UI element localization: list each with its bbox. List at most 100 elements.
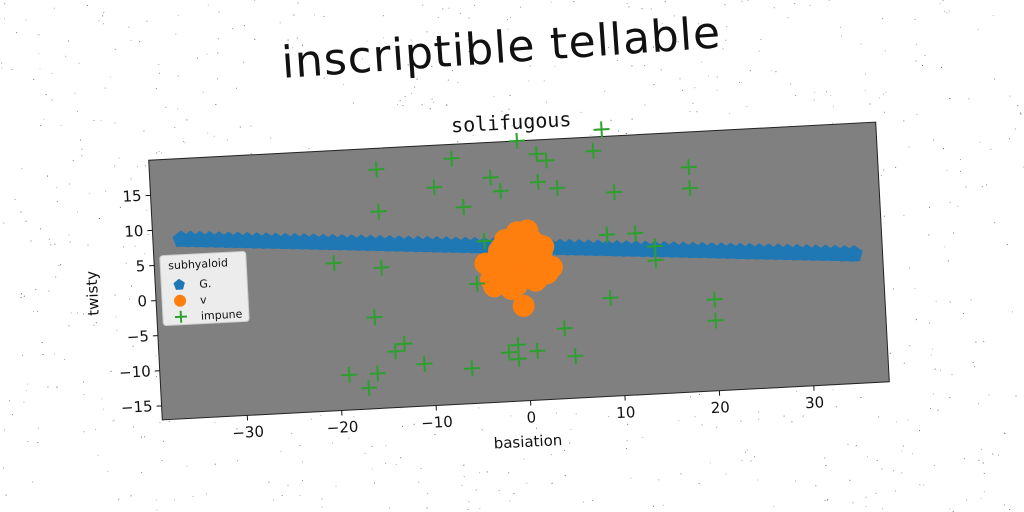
noise-speck: [640, 49, 642, 51]
noise-speck: [957, 205, 959, 207]
noise-speck: [479, 472, 481, 474]
noise-speck: [997, 454, 999, 456]
noise-speck: [144, 436, 146, 438]
noise-speck: [847, 443, 849, 445]
noise-speck: [54, 243, 56, 245]
noise-speck: [726, 26, 728, 28]
noise-speck: [48, 290, 50, 292]
chart-subtitle: solifugous: [450, 107, 572, 137]
noise-speck: [113, 419, 115, 421]
noise-speck: [933, 139, 935, 141]
noise-speck: [397, 104, 399, 106]
noise-speck: [575, 413, 577, 415]
noise-speck: [923, 484, 925, 486]
noise-speck: [213, 135, 215, 137]
noise-speck: [889, 352, 891, 354]
noise-speck: [745, 451, 747, 453]
noise-speck: [207, 4, 209, 6]
noise-speck: [513, 492, 515, 494]
noise-speck: [299, 445, 301, 447]
noise-speck: [795, 480, 796, 482]
data-point: [500, 277, 523, 300]
data-point: [680, 159, 697, 176]
y-tick-label: 10: [124, 222, 144, 241]
noise-speck: [311, 418, 313, 420]
noise-speck: [217, 38, 219, 40]
noise-speck: [725, 473, 727, 475]
noise-speck: [559, 122, 561, 124]
noise-speck: [422, 4, 424, 6]
data-point: [490, 236, 513, 259]
noise-speck: [975, 341, 977, 343]
noise-speck: [254, 38, 256, 40]
noise-speck: [184, 142, 186, 144]
noise-speck: [1003, 432, 1005, 434]
noise-speck: [783, 415, 785, 417]
noise-speck: [664, 1, 666, 3]
noise-speck: [981, 186, 983, 188]
noise-speck: [27, 441, 29, 442]
noise-speck: [287, 484, 289, 486]
data-point: [538, 152, 555, 169]
noise-speck: [758, 418, 760, 420]
noise-speck: [608, 47, 610, 49]
noise-speck: [162, 440, 164, 442]
data-point: [483, 275, 506, 298]
noise-speck: [299, 494, 301, 496]
noise-speck: [56, 386, 58, 388]
noise-speck: [949, 301, 951, 303]
noise-speck: [959, 170, 961, 172]
noise-speck: [937, 409, 939, 411]
noise-speck: [77, 211, 78, 213]
noise-speck: [55, 276, 57, 278]
noise-speck: [824, 457, 826, 459]
noise-speck: [679, 78, 681, 80]
noise-speck: [930, 354, 932, 356]
noise-speck: [486, 471, 488, 473]
noise-speck: [882, 508, 883, 510]
noise-speck: [214, 463, 216, 465]
noise-speck: [860, 397, 862, 398]
noise-speck: [531, 441, 533, 442]
noise-speck: [48, 238, 50, 240]
noise-speck: [1009, 95, 1011, 97]
noise-speck: [410, 93, 412, 95]
noise-speck: [680, 473, 682, 475]
noise-speck: [182, 141, 184, 143]
noise-speck: [472, 134, 474, 136]
noise-speck: [332, 442, 334, 444]
noise-speck: [43, 118, 45, 120]
noise-speck: [156, 376, 157, 377]
noise-speck: [802, 415, 804, 417]
noise-speck: [114, 165, 116, 167]
noise-speck: [814, 91, 816, 93]
noise-speck: [604, 90, 606, 92]
noise-speck: [631, 65, 633, 67]
noise-speck: [77, 110, 78, 112]
noise-speck: [523, 458, 525, 460]
noise-speck: [1014, 128, 1016, 130]
noise-speck: [33, 78, 35, 80]
noise-speck: [824, 500, 826, 502]
noise-speck: [47, 386, 49, 388]
noise-speck: [174, 499, 176, 501]
noise-speck: [141, 436, 142, 438]
data-point: [387, 343, 404, 360]
noise-speck: [95, 428, 96, 430]
data-point: [707, 312, 724, 329]
noise-speck: [662, 504, 664, 506]
noise-speck: [431, 98, 433, 100]
noise-speck: [883, 169, 885, 171]
noise-speck: [979, 141, 981, 143]
noise-speck: [855, 445, 857, 447]
data-point: [681, 180, 698, 197]
noise-speck: [698, 23, 700, 25]
noise-speck: [724, 4, 726, 6]
noise-speck: [715, 45, 717, 47]
legend: subhyaloid G. v impune: [159, 250, 250, 327]
noise-speck: [291, 432, 293, 434]
noise-speck: [93, 324, 95, 326]
noise-speck: [852, 502, 854, 504]
legend-box: [159, 250, 250, 327]
legend-marker-impune: [174, 310, 187, 323]
